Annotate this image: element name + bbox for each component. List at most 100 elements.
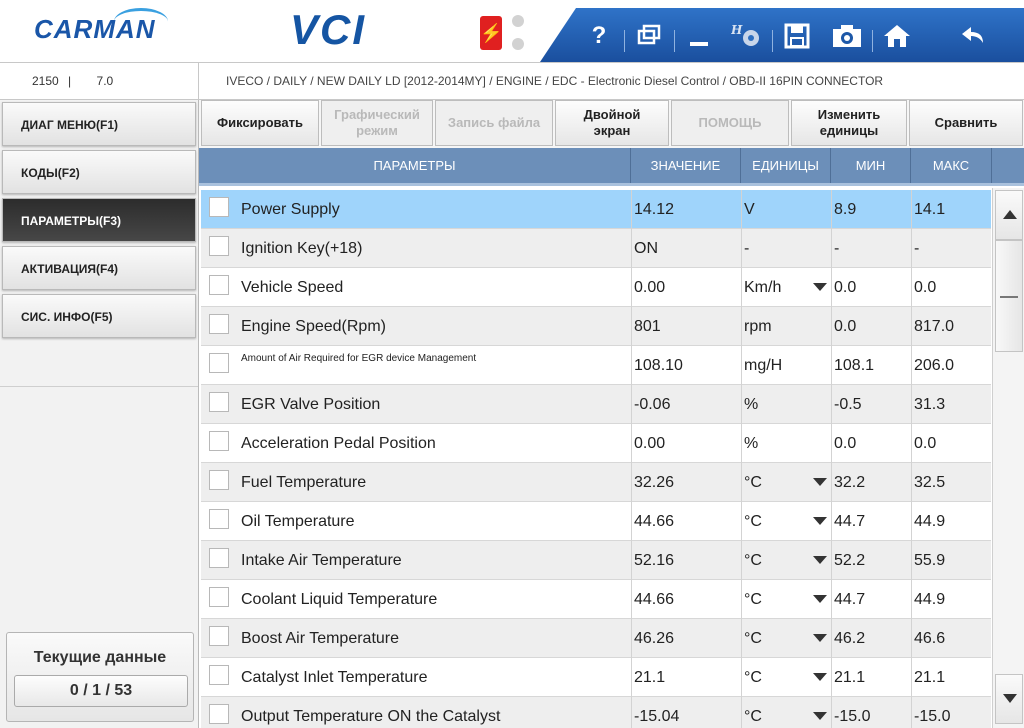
- table-row[interactable]: Fuel Temperature 32.26 °C 32.2 32.5: [201, 463, 991, 502]
- parameter-table: Power Supply 14.12 V 8.9 14.1 Ignition K…: [201, 190, 991, 728]
- table-row[interactable]: Acceleration Pedal Position 0.00 % 0.0 0…: [201, 424, 991, 463]
- function-bar: Фиксировать Графический режим Запись фай…: [199, 100, 1024, 148]
- nav-diag-menu[interactable]: ДИАГ МЕНЮ(F1): [2, 102, 196, 146]
- status-dot-icon: [512, 38, 524, 50]
- table-row[interactable]: Vehicle Speed 0.00 Km/h 0.0 0.0: [201, 268, 991, 307]
- graph-mode-button[interactable]: Графический режим: [321, 100, 433, 146]
- param-value: 46.26: [631, 619, 744, 658]
- table-row[interactable]: EGR Valve Position -0.06 % -0.5 31.3: [201, 385, 991, 424]
- help-button[interactable]: ПОМОЩЬ: [671, 100, 789, 146]
- table-row[interactable]: Amount of Air Required for EGR device Ma…: [201, 346, 991, 385]
- table-row[interactable]: Power Supply 14.12 V 8.9 14.1: [201, 190, 991, 229]
- row-checkbox[interactable]: [209, 314, 229, 334]
- unit-dropdown-icon[interactable]: [813, 673, 827, 681]
- dual-screen-button[interactable]: Двойной экран: [555, 100, 669, 146]
- param-max: 44.9: [911, 580, 991, 619]
- param-name: Boost Air Temperature: [241, 630, 400, 647]
- param-max: 44.9: [911, 502, 991, 541]
- param-min: 0.0: [831, 307, 914, 346]
- row-checkbox[interactable]: [209, 236, 229, 256]
- row-checkbox[interactable]: [209, 665, 229, 685]
- param-max: 14.1: [911, 190, 991, 229]
- table-row[interactable]: Boost Air Temperature 46.26 °C 46.2 46.6: [201, 619, 991, 658]
- status-dot-icon: [512, 15, 524, 27]
- param-value: 21.1: [631, 658, 744, 697]
- param-unit: mg/H: [741, 346, 834, 385]
- param-unit: Km/h: [741, 268, 834, 307]
- row-checkbox[interactable]: [209, 509, 229, 529]
- unit-dropdown-icon[interactable]: [813, 595, 827, 603]
- param-value: 0.00: [631, 268, 744, 307]
- help-icon[interactable]: ?: [591, 22, 607, 49]
- table-row[interactable]: Catalyst Inlet Temperature 21.1 °C 21.1 …: [201, 658, 991, 697]
- row-checkbox[interactable]: [209, 587, 229, 607]
- unit-dropdown-icon[interactable]: [813, 517, 827, 525]
- row-checkbox[interactable]: [209, 392, 229, 412]
- svg-text:H: H: [731, 23, 743, 37]
- scroll-down-button[interactable]: [995, 674, 1023, 724]
- nav-activation[interactable]: АКТИВАЦИЯ(F4): [2, 246, 196, 290]
- unit-dropdown-icon[interactable]: [813, 283, 827, 291]
- table-row[interactable]: Intake Air Temperature 52.16 °C 52.2 55.…: [201, 541, 991, 580]
- scroll-thumb[interactable]: [995, 240, 1023, 352]
- param-unit: °C: [741, 463, 834, 502]
- row-checkbox[interactable]: [209, 626, 229, 646]
- row-checkbox[interactable]: [209, 197, 229, 217]
- param-name: EGR Valve Position: [241, 396, 381, 413]
- table-row[interactable]: Engine Speed(Rpm) 801 rpm 0.0 817.0: [201, 307, 991, 346]
- window-icon[interactable]: [628, 16, 670, 56]
- param-unit: °C: [741, 580, 834, 619]
- param-name: Intake Air Temperature: [241, 552, 402, 569]
- param-max: 0.0: [911, 268, 991, 307]
- table-row[interactable]: Coolant Liquid Temperature 44.66 °C 44.7…: [201, 580, 991, 619]
- back-icon[interactable]: [952, 16, 994, 56]
- table-row[interactable]: Output Temperature ON the Catalyst -15.0…: [201, 697, 991, 728]
- header-units[interactable]: ЕДИНИЦЫ: [741, 148, 831, 183]
- row-checkbox[interactable]: [209, 353, 229, 373]
- param-name: Fuel Temperature: [241, 474, 367, 491]
- table-scrollbar[interactable]: [992, 188, 1024, 728]
- table-row[interactable]: Ignition Key(+18) ON - - -: [201, 229, 991, 268]
- nav-system-info[interactable]: СИС. ИНФО(F5): [2, 294, 196, 338]
- param-unit: %: [741, 385, 834, 424]
- table-row[interactable]: Oil Temperature 44.66 °C 44.7 44.9: [201, 502, 991, 541]
- row-checkbox[interactable]: [209, 470, 229, 490]
- unit-dropdown-icon[interactable]: [813, 712, 827, 720]
- header-parameters[interactable]: ПАРАМЕТРЫ: [199, 148, 631, 183]
- header-value[interactable]: ЗНАЧЕНИЕ: [631, 148, 741, 183]
- settings-icon[interactable]: H: [726, 16, 768, 56]
- param-name: Vehicle Speed: [241, 279, 344, 296]
- minimize-icon[interactable]: [678, 16, 720, 56]
- save-icon[interactable]: [776, 16, 818, 56]
- freeze-button[interactable]: Фиксировать: [201, 100, 319, 146]
- scroll-up-button[interactable]: [995, 190, 1023, 240]
- row-checkbox[interactable]: [209, 548, 229, 568]
- param-name: Output Temperature ON the Catalyst: [241, 708, 501, 725]
- row-checkbox[interactable]: [209, 431, 229, 451]
- compare-button[interactable]: Сравнить: [909, 100, 1023, 146]
- header-min[interactable]: МИН: [831, 148, 911, 183]
- row-checkbox[interactable]: [209, 275, 229, 295]
- change-units-button[interactable]: Изменить единицы: [791, 100, 907, 146]
- param-value: -15.04: [631, 697, 744, 728]
- param-min: 32.2: [831, 463, 914, 502]
- header-max[interactable]: МАКС: [911, 148, 992, 183]
- unit-dropdown-icon[interactable]: [813, 634, 827, 642]
- unit-dropdown-icon[interactable]: [813, 556, 827, 564]
- device-info: 2150 | 7.0: [0, 63, 199, 99]
- camera-icon[interactable]: [826, 16, 868, 56]
- param-unit: °C: [741, 697, 834, 728]
- row-checkbox[interactable]: [209, 704, 229, 724]
- record-file-button[interactable]: Запись файла: [435, 100, 553, 146]
- nav-parameters[interactable]: ПАРАМЕТРЫ(F3): [2, 198, 196, 242]
- param-value: 52.16: [631, 541, 744, 580]
- unit-dropdown-icon[interactable]: [813, 478, 827, 486]
- param-value: 32.26: [631, 463, 744, 502]
- param-unit: °C: [741, 541, 834, 580]
- nav-codes[interactable]: КОДЫ(F2): [2, 150, 196, 194]
- param-min: 21.1: [831, 658, 914, 697]
- param-unit: °C: [741, 658, 834, 697]
- param-name: Power Supply: [241, 201, 340, 218]
- current-data-panel[interactable]: Текущие данные 0 / 1 / 53: [6, 632, 194, 722]
- home-icon[interactable]: [876, 16, 918, 56]
